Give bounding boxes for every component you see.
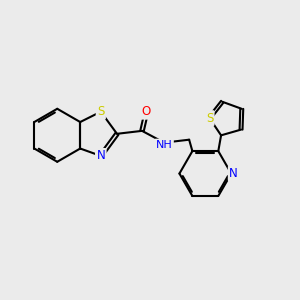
- Text: N: N: [96, 149, 105, 162]
- Text: N: N: [229, 167, 238, 180]
- Text: S: S: [97, 105, 104, 118]
- Text: NH: NH: [156, 140, 172, 150]
- Text: O: O: [142, 105, 151, 118]
- Text: S: S: [206, 112, 213, 124]
